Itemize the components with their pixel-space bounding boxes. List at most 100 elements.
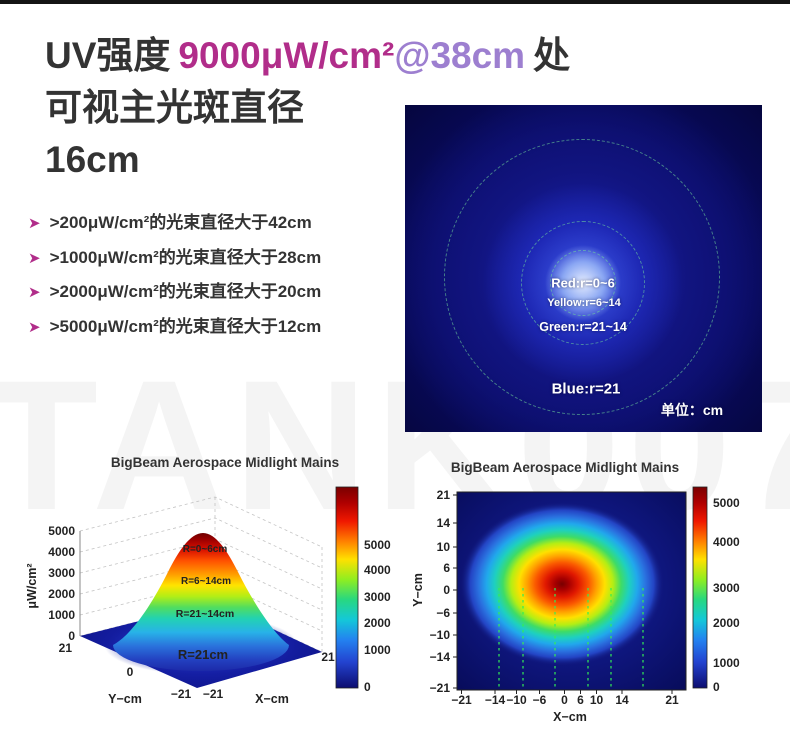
xy-tick-labels: 21 0 −21 −21 21 [59, 641, 335, 701]
x-tick-labels: −21 −14 −10 −6 0 6 10 14 21 [451, 693, 679, 707]
colorbar-tick-label: 5000 [364, 538, 391, 552]
x-tick-label: −21 [203, 687, 224, 701]
surface-annotation-yellow: R=6~14cm [181, 576, 231, 587]
y-tick-label: 21 [59, 641, 73, 655]
z-tick-label: 3000 [48, 566, 75, 580]
chart-title: BigBeam Aerospace Midlight Mains [111, 455, 339, 470]
heatmap-frame [456, 491, 687, 691]
y-axis-label: Y−cm [108, 692, 142, 706]
z-tick-label: 0 [68, 629, 75, 643]
heatmap-blob [460, 502, 664, 666]
colorbar-tick-label: 1000 [364, 643, 391, 657]
beam-spot-panel: Red:r=0~6 Yellow:r=6~14 Green:r=21~14 Bl… [405, 105, 762, 432]
axis-tick-marks [453, 494, 673, 694]
colorbar-tick-label: 0 [713, 680, 720, 694]
y-tick-label: 10 [437, 540, 451, 554]
y-axis-label: Y−cm [411, 573, 425, 607]
colorbar [692, 486, 708, 689]
z-tick-labels: 5000 4000 3000 2000 1000 0 [48, 524, 75, 643]
y-tick-label: −14 [430, 650, 451, 664]
colorbar [335, 486, 359, 689]
beam-label-blue: Blue:r=21 [551, 380, 621, 398]
x-tick-label: 21 [321, 650, 335, 664]
z-axis-label: μW/cm² [25, 563, 39, 608]
colorbar-tick-label: 5000 [713, 496, 740, 510]
y-tick-label: 14 [437, 516, 451, 530]
x-tick-label: 10 [590, 693, 604, 707]
bullet-text: >5000μW/cm²的光束直径大于12cm [49, 316, 322, 336]
headline: UV强度 9000μW/cm²@38cm 处 可视主光斑直径 16cm [45, 30, 570, 186]
x-tick-label: 0 [561, 693, 568, 707]
chart-title: BigBeam Aerospace Midlight Mains [451, 460, 679, 475]
x-tick-label: 6 [577, 693, 584, 707]
colorbar-tick-labels: 5000 4000 3000 2000 1000 0 [364, 538, 391, 694]
bullet-arrow-icon: ➤ [28, 318, 41, 336]
heatmap-chart: BigBeam Aerospace Midlight Mains [400, 440, 790, 729]
y-tick-label: −10 [430, 628, 451, 642]
z-tick-label: 4000 [48, 545, 75, 559]
colorbar-tick-label: 2000 [364, 616, 391, 630]
heatmap-svg: BigBeam Aerospace Midlight Mains [411, 460, 740, 724]
y-tick-label: 21 [437, 488, 451, 502]
z-tick-label: 2000 [48, 587, 75, 601]
title-prefix: UV强度 [45, 35, 171, 76]
x-axis-label: X−cm [255, 692, 289, 706]
list-item: ➤ >1000μW/cm²的光束直径大于28cm [28, 241, 321, 276]
top-accent-bar [0, 0, 790, 4]
beam-ring-r14 [521, 221, 645, 345]
x-tick-label: −21 [451, 693, 472, 707]
beam-ring-r21 [444, 139, 720, 415]
y-tick-label: −21 [171, 687, 192, 701]
list-item: ➤ >5000μW/cm²的光束直径大于12cm [28, 310, 321, 345]
surface-annotation-green: R=21~14cm [176, 608, 234, 620]
bullet-text: >1000μW/cm²的光束直径大于28cm [49, 247, 322, 267]
dashed-guide-lines [498, 588, 644, 689]
unit-label: 单位：cm [660, 402, 724, 418]
colorbar-tick-label: 1000 [713, 656, 740, 670]
bullet-arrow-icon: ➤ [28, 249, 41, 267]
x-axis-label: X−cm [553, 710, 587, 724]
x-tick-label: −14 [485, 693, 506, 707]
y-tick-label: −21 [430, 681, 451, 695]
intensity-value: 9000μW/cm² [178, 35, 395, 76]
headline-line-3: 16cm [45, 139, 140, 180]
beam-ring-r6 [550, 250, 616, 316]
surface-bell [113, 533, 289, 671]
beam-label-red: Red:r=0~6 [551, 275, 615, 291]
y-tick-labels: 21 14 10 6 0 −6 −10 −14 −21 [430, 488, 451, 695]
x-tick-label: 14 [615, 693, 629, 707]
beam-label-yellow: Yellow:r=6~14 [547, 297, 621, 309]
colorbar-tick-label: 2000 [713, 616, 740, 630]
surface-annotation-red: R=0~6cm [183, 544, 228, 555]
colorbar-tick-label: 0 [364, 680, 371, 694]
distance-value: @38cm [394, 35, 526, 76]
colorbar-tick-labels: 5000 4000 3000 2000 1000 0 [713, 496, 740, 694]
x-tick-label: 21 [665, 693, 679, 707]
colorbar-tick-label: 3000 [364, 590, 391, 604]
y-tick-label: 0 [127, 665, 134, 679]
spec-bullet-list: ➤ >200μW/cm²的光束直径大于42cm ➤ >1000μW/cm²的光束直径… [28, 206, 321, 344]
colorbar-tick-label: 4000 [364, 563, 391, 577]
beam-label-green: Green:r=21~14 [539, 320, 627, 334]
surface3d-chart: BigBeam Aerospace Midlight Mains R=0~6cm… [0, 440, 395, 729]
y-tick-label: 0 [443, 583, 450, 597]
z-tick-label: 5000 [48, 524, 75, 538]
surface-annotation-blue: R=21cm [178, 647, 228, 662]
headline-line-1: UV强度 9000μW/cm²@38cm 处 [45, 30, 570, 82]
title-suffix: 处 [533, 35, 571, 76]
x-tick-label: −6 [533, 693, 547, 707]
surface3d-svg: BigBeam Aerospace Midlight Mains R=0~6cm… [25, 455, 391, 706]
bullet-arrow-icon: ➤ [28, 215, 41, 232]
list-item: ➤ >2000μW/cm²的光束直径大于20cm [28, 275, 321, 310]
colorbar-tick-label: 4000 [713, 535, 740, 549]
y-tick-label: −6 [436, 606, 450, 620]
x-tick-label: −10 [506, 693, 527, 707]
bullet-text: >2000μW/cm²的光束直径大于20cm [49, 282, 322, 301]
colorbar-tick-label: 3000 [713, 581, 740, 595]
bullet-text: >200μW/cm²的光束直径大于42cm [49, 213, 312, 232]
bullet-arrow-icon: ➤ [28, 284, 41, 301]
headline-line-2: 可视主光斑直径 [45, 87, 304, 128]
list-item: ➤ >200μW/cm²的光束直径大于42cm [28, 206, 321, 241]
y-tick-label: 6 [443, 561, 450, 575]
